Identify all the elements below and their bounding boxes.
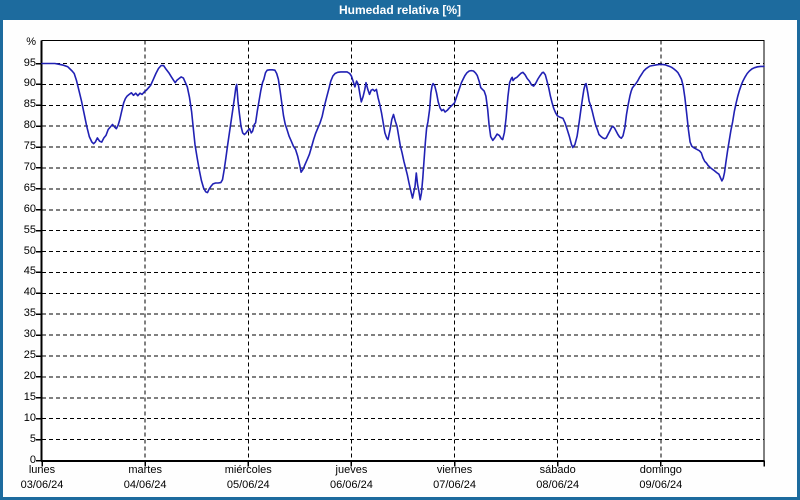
x-axis-day-label: miércoles <box>224 464 272 476</box>
y-axis-tick-label: 40 <box>23 286 36 299</box>
y-axis-tick-label: 65 <box>23 181 36 194</box>
y-axis-tick-label: 80 <box>23 119 36 132</box>
y-axis-tick-label: 15 <box>23 390 36 403</box>
title-bar: Humedad relativa [%] <box>3 0 797 20</box>
x-axis-day-label: martes <box>128 464 162 476</box>
plot-area <box>42 40 764 461</box>
y-axis-tick-label: 60 <box>23 202 36 215</box>
y-axis-tick-label: 85 <box>23 98 36 111</box>
y-axis-unit-label: % <box>26 35 36 48</box>
x-axis-day-label: sábado <box>539 464 576 476</box>
x-axis-date-label: 04/06/24 <box>123 479 167 491</box>
y-axis-tick-label: 55 <box>23 223 36 236</box>
chart-title: Humedad relativa [%] <box>338 3 462 17</box>
y-axis-tick-label: 35 <box>23 307 36 320</box>
y-axis-tick-label: 70 <box>23 160 36 173</box>
humidity-series-line <box>41 62 765 201</box>
x-axis-date-label: 05/06/24 <box>226 479 270 491</box>
y-axis-tick-label: 25 <box>23 349 36 362</box>
y-axis-tick-label: 90 <box>23 77 36 90</box>
x-axis-day-label: domingo <box>639 464 682 476</box>
x-axis-date-label: 06/06/24 <box>330 479 373 491</box>
y-axis-tick-label: 50 <box>23 244 36 257</box>
y-axis-tick-label: 5 <box>29 432 36 445</box>
y-axis-tick-label: 30 <box>23 328 36 341</box>
x-axis-day-label: jueves <box>335 464 368 476</box>
x-axis-date-label: 07/06/24 <box>433 479 476 491</box>
y-axis-tick-label: 95 <box>23 56 36 69</box>
y-axis-tick-label: 10 <box>23 411 36 424</box>
x-axis-date-label: 09/06/24 <box>639 479 683 491</box>
x-axis-date-label: 03/06/24 <box>20 479 64 491</box>
x-axis-date-label: 08/06/24 <box>536 479 580 491</box>
y-axis-tick-label: 75 <box>23 140 36 153</box>
y-axis-tick-label: 45 <box>23 265 36 278</box>
x-axis-day-label: lunes <box>28 464 56 476</box>
x-axis-day-label: viernes <box>436 464 473 476</box>
y-axis-tick-label: 0 <box>29 453 36 466</box>
y-axis-tick-label: 20 <box>23 369 36 382</box>
